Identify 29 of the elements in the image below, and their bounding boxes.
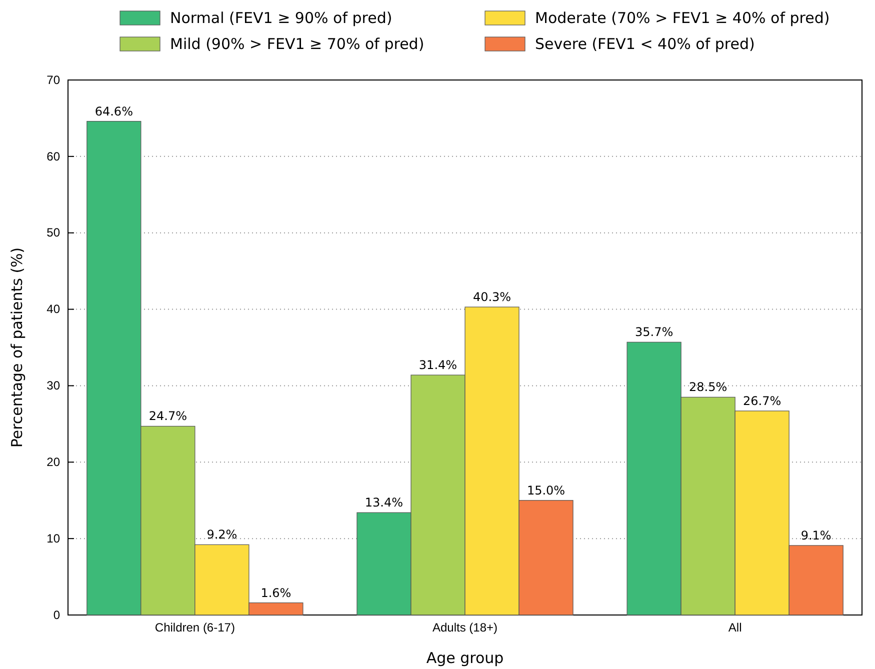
y-tick-label: 30 [46,378,60,393]
y-tick-label: 40 [46,302,60,316]
data-label: 9.2% [206,528,238,542]
data-label: 31.4% [418,358,458,372]
x-tick-label: All [728,620,742,635]
legend-label: Mild (90% > FEV1 ≥ 70% of pred) [170,35,424,53]
x-tick-label: Children (6-17) [154,620,235,635]
data-label: 40.3% [472,290,512,304]
y-tick-label: 10 [46,531,60,546]
x-axis-title: Age group [426,649,504,667]
data-label: 24.7% [148,409,187,424]
data-label: 13.4% [364,496,404,510]
y-tick-label: 60 [46,149,60,164]
y-tick-label: 20 [46,454,60,469]
data-label: 26.7% [743,394,782,408]
y-axis-title: Percentage of patients (%) [8,247,26,448]
legend-label: Normal (FEV1 ≥ 90% of pred) [170,9,392,27]
y-tick-label: 70 [46,72,60,87]
data-label: 28.5% [689,380,728,394]
y-tick-label: 0 [53,608,60,622]
x-tick-label: Adults (18+) [432,620,498,635]
data-label: 15.0% [526,483,566,498]
legend-label: Severe (FEV1 < 40% of pred) [535,35,755,53]
data-label: 64.6% [94,104,133,118]
data-label: 9.1% [800,528,832,542]
y-tick-label: 50 [46,226,60,240]
legend-label: Moderate (70% > FEV1 ≥ 40% of pred) [535,9,830,27]
data-label: 35.7% [634,325,674,340]
data-label: 1.6% [260,586,292,600]
